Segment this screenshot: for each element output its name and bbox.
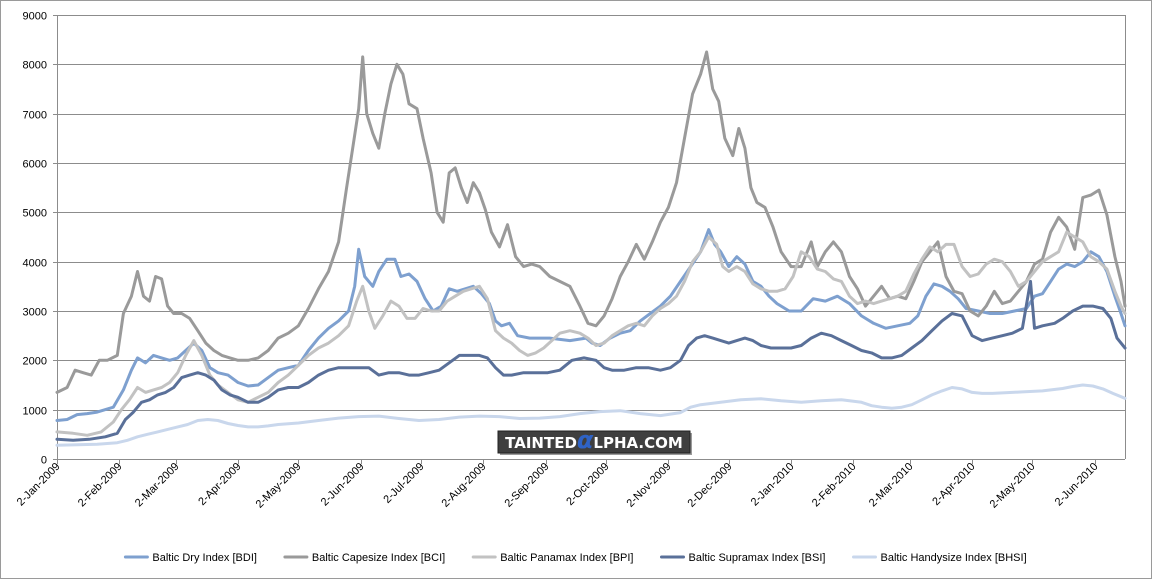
svg-text:TAINTEDαLPHA.COM: TAINTEDαLPHA.COM	[505, 426, 683, 454]
y-tick-label-3: 3000	[23, 307, 47, 319]
watermark-text-before: TAINTED	[505, 434, 577, 452]
legend-label-1: Baltic Capesize Index [BCI]	[312, 552, 445, 564]
y-tick-label-4: 4000	[23, 258, 47, 270]
y-tick-label-6: 6000	[23, 159, 47, 171]
legend-item-0: Baltic Dry Index [BDI]	[123, 552, 257, 564]
legend: Baltic Dry Index [BDI] Baltic Capesize In…	[123, 552, 1027, 564]
legend-item-3: Baltic Supramax Index [BSI]	[660, 552, 826, 564]
series-line-3	[55, 279, 1127, 442]
y-tick-label-0: 0	[41, 455, 47, 467]
y-tick-label-7: 7000	[23, 110, 47, 122]
y-tick-label-2: 2000	[23, 356, 47, 368]
y-tick-label-1: 1000	[23, 406, 47, 418]
watermark-text-after: LPHA.COM	[593, 434, 682, 452]
y-tick-label-8: 8000	[23, 60, 47, 72]
legend-label-3: Baltic Supramax Index [BSI]	[689, 552, 826, 564]
series-lines	[55, 50, 1127, 447]
legend-label-2: Baltic Panamax Index [BPI]	[500, 552, 633, 564]
y-tick-label-9: 9000	[23, 11, 47, 23]
watermark-alpha-glyph: α	[577, 426, 594, 454]
y-tick-label-5: 5000	[23, 208, 47, 220]
legend-item-1: Baltic Capesize Index [BCI]	[283, 552, 445, 564]
legend-label-0: Baltic Dry Index [BDI]	[152, 552, 257, 564]
legend-item-2: Baltic Panamax Index [BPI]	[471, 552, 633, 564]
legend-item-4: Baltic Handysize Index [BHSI]	[852, 552, 1027, 564]
legend-label-4: Baltic Handysize Index [BHSI]	[881, 552, 1027, 564]
series-line-2	[55, 230, 1127, 437]
watermark-box	[497, 430, 691, 454]
watermark-logo: TAINTEDαLPHA.COM	[497, 426, 692, 455]
series-line-1	[55, 50, 1127, 394]
series-line-4	[55, 383, 1127, 447]
